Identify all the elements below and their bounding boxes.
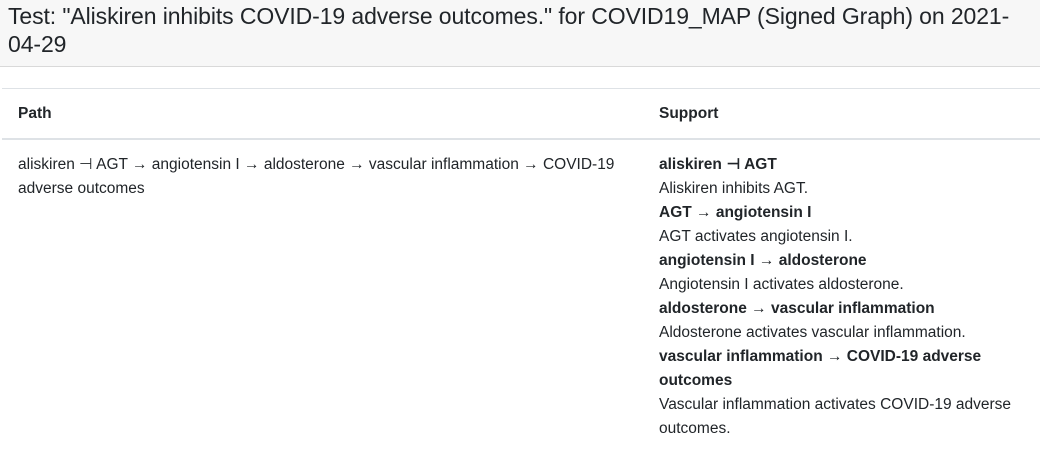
support-statement: Vascular inflammation activates COVID-19…	[659, 396, 1012, 437]
support-edge: AGT → angiotensin I	[659, 204, 812, 221]
results-table: Path Support aliskiren ⊣ AGT → angiotens…	[2, 88, 1040, 449]
support-statement: Aliskiren inhibits AGT.	[659, 180, 809, 197]
table-row: aliskiren ⊣ AGT → angiotensin I → aldost…	[2, 139, 1040, 449]
support-statement: Aldosterone activates vascular inflammat…	[659, 324, 966, 341]
support-edge: aliskiren ⊣ AGT	[659, 156, 777, 173]
support-edge: aldosterone → vascular inflammation	[659, 300, 935, 317]
support-statement: AGT activates angiotensin I.	[659, 228, 853, 245]
page-title: Test: "Aliskiren inhibits COVID-19 adver…	[8, 3, 1010, 57]
support-edge: angiotensin I → aldosterone	[659, 252, 867, 269]
support-edge: vascular inflammation → COVID-19 adverse…	[659, 348, 982, 389]
column-header-path: Path	[2, 88, 643, 140]
page-header: Test: "Aliskiren inhibits COVID-19 adver…	[0, 0, 1040, 67]
column-header-support: Support	[643, 88, 1040, 140]
support-statement: Angiotensin I activates aldosterone.	[659, 276, 904, 293]
path-cell: aliskiren ⊣ AGT → angiotensin I → aldost…	[18, 156, 615, 197]
support-cell: aliskiren ⊣ AGT Aliskiren inhibits AGT. …	[643, 139, 1040, 449]
table-header-row: Path Support	[2, 88, 1040, 140]
main-content: Path Support aliskiren ⊣ AGT → angiotens…	[0, 67, 1040, 449]
